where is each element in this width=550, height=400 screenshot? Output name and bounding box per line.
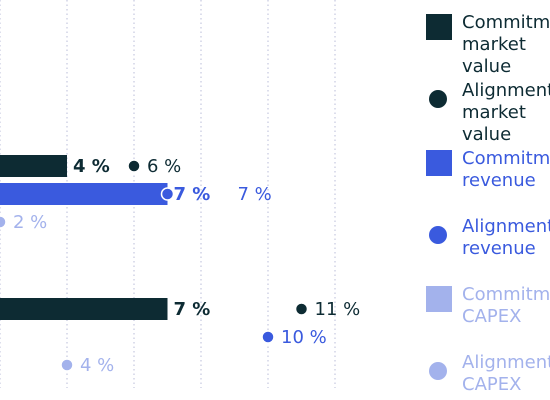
point	[60, 358, 74, 372]
legend-label: Alignment revenue	[462, 216, 550, 259]
bar	[0, 183, 168, 205]
point	[261, 330, 275, 344]
point-label: 6 %	[147, 156, 181, 177]
point-label: 2 %	[13, 212, 47, 233]
bar-label: 7 %	[174, 299, 211, 320]
point-label: 7 %	[238, 184, 272, 205]
legend-label: Alignment market value	[462, 80, 550, 145]
legend-label: Commitment market value	[462, 12, 550, 77]
legend-dot-swatch	[429, 362, 447, 380]
point	[127, 159, 141, 173]
bar	[0, 298, 168, 320]
point	[160, 187, 175, 201]
legend-label: Alignment CAPEX	[462, 352, 550, 395]
legend-label: Commitment revenue	[462, 148, 550, 191]
bar-label: 4 %	[73, 156, 110, 177]
legend-dot-swatch	[429, 226, 447, 244]
point-label: 10 %	[281, 327, 327, 348]
point-label: 4 %	[80, 355, 114, 376]
legend-dot-swatch	[429, 90, 447, 108]
bar	[0, 155, 67, 177]
point-label: 11 %	[315, 299, 361, 320]
point	[0, 215, 7, 229]
legend-square-swatch	[426, 150, 452, 176]
legend-label: Commitment CAPEX	[462, 284, 550, 327]
legend-square-swatch	[426, 286, 452, 312]
bar-label: 7 %	[174, 184, 211, 205]
legend-square-swatch	[426, 14, 452, 40]
point	[294, 302, 309, 316]
